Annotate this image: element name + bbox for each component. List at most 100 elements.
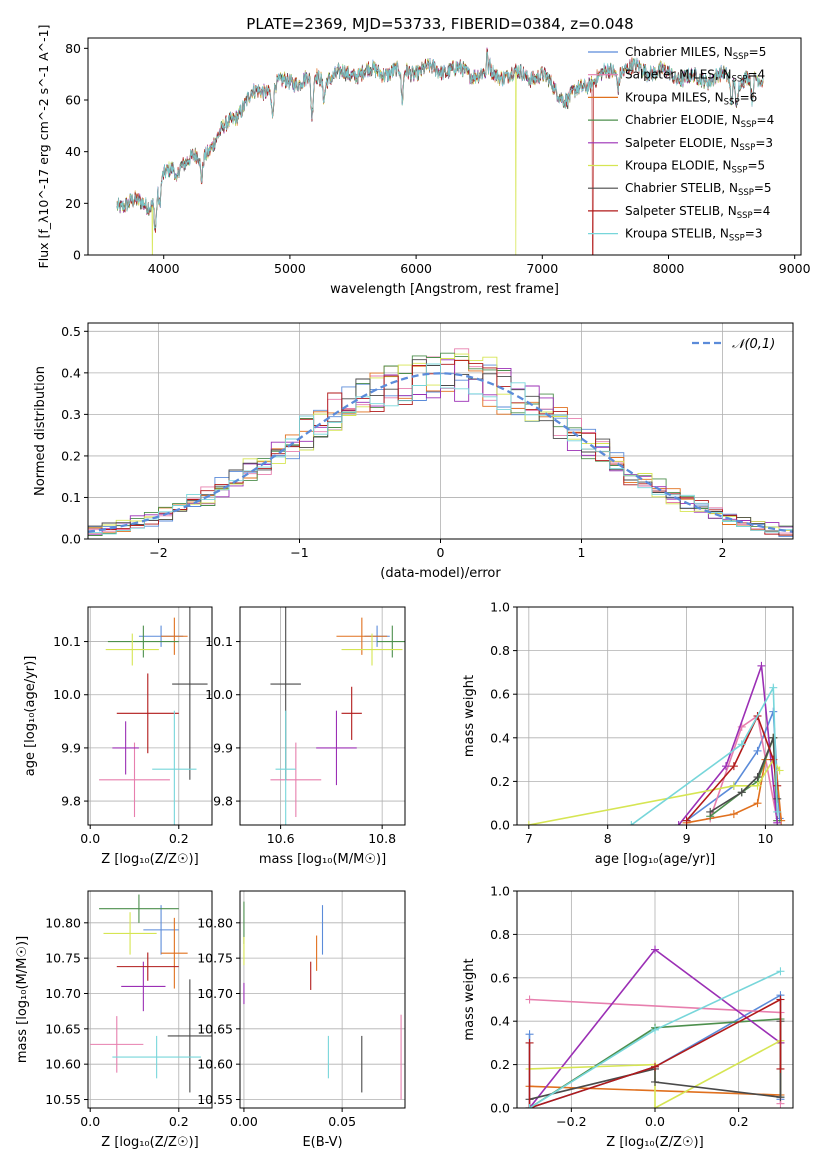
age-vs-mass-panel: 10.6 10.8 9.8 9.9 10.0 10.1 mass [log₁₀(M/M☉)] [205,606,406,867]
axes-frame [516,606,794,826]
weight-series-line [709,737,778,821]
x-tick-label: −0.2 [556,1114,586,1129]
x-tick-label: 10.8 [368,831,396,846]
x-tick-label: 0.0 [80,831,100,846]
y-axis-label: age [log₁₀(age/yr)] [23,656,38,777]
y-axis-label: Normed distribution [33,366,48,496]
x-tick-label: 5000 [274,261,306,276]
spectrum-series-group [116,47,764,255]
mass-weight-vs-Z-panel: −0.2 0.0 0.2 0.0 0.2 0.4 0.6 0.8 1.0 Z [log₁₀(Z/Z… [462,884,794,1150]
spectrum-legend: Chabrier MILES, NSSP=5 Salpeter MILES, NS… [588,45,774,244]
legend-entry-label: Kroupa MILES, NSSP=6 [625,90,757,107]
errorbar-group [243,901,402,1100]
y-tick-label: 10.0 [205,687,233,702]
weight-series-line [678,665,778,825]
residual-histogram-panel: −2 −1 0 1 2 0.0 0.1 0.2 0.3 0.4 0.5 (data-model)/er… [33,322,794,581]
y-tick-label: 0.8 [490,927,510,942]
y-tick-label: 0.0 [490,1101,510,1116]
axes-frame [239,606,406,826]
x-axis-label: age [log₁₀(age/yr)] [595,852,716,867]
y-tick-label: 10.80 [197,915,233,930]
histogram-series-step [88,363,793,535]
gaussian-curve [88,372,793,533]
y-tick-label: 0.0 [61,532,81,547]
y-tick-label: 10.55 [197,1092,233,1107]
legend-entry-label: Salpeter MILES, NSSP=4 [625,68,765,85]
errorbar-group [270,607,405,825]
x-axis-label: mass [log₁₀(M/M☉)] [259,852,386,867]
axes-frame [87,37,802,256]
x-axis-label: E(B-V) [302,1135,342,1150]
y-tick-label: 10.55 [45,1092,81,1107]
legend-entry-label: Salpeter ELODIE, NSSP=3 [625,136,773,153]
gaussian-legend-label: 𝒩(0,1) [732,337,775,352]
axes-frame [87,890,213,1109]
y-tick-label: 10.1 [53,634,81,649]
y-tick-label: 0.2 [490,774,510,789]
y-axis-label: Flux [f_λ10^-17 erg cm^-2 s^-1 A^-1] [36,25,51,269]
y-tick-label: 0.4 [490,1014,510,1029]
errorbar-group [99,607,208,825]
mass-vs-Z-panel: 0.0 0.2 10.55 10.60 10.65 10.70 10.75 10.80 Z [l… [15,890,213,1150]
x-tick-label: 0.05 [328,1114,356,1129]
y-tick-label: 10.60 [45,1057,81,1072]
axes-frame [87,606,213,826]
y-tick-label: 40 [65,144,81,159]
x-tick-label: 0.2 [169,1114,189,1129]
weight-series-line [529,1039,781,1108]
figure-title: PLATE=2369, MJD=53733, FIBERID=0384, z=0… [246,15,633,33]
y-tick-label: 10.80 [45,915,81,930]
x-tick-label: 0.2 [729,1114,749,1129]
y-tick-label: 0.5 [61,324,81,339]
y-tick-label: 0.1 [61,490,81,505]
x-tick-label: −2 [149,545,167,560]
weight-series-group [524,661,786,825]
weight-series-line [630,684,778,825]
y-tick-label: 0.0 [490,818,510,833]
x-tick-label: 1 [578,545,586,560]
weight-series-group [525,945,785,1108]
legend-entry-label: Kroupa ELODIE, NSSP=5 [625,159,765,176]
y-tick-label: 80 [65,41,81,56]
y-tick-label: 0.6 [490,687,510,702]
y-tick-label: 0.2 [61,448,81,463]
y-tick-label: 0 [73,248,81,263]
y-tick-label: 10.70 [197,986,233,1001]
y-tick-label: 9.8 [213,794,233,809]
x-tick-label: 8 [604,831,612,846]
y-tick-label: 10.60 [197,1057,233,1072]
y-axis-label: mass [log₁₀(M/M☉)] [15,936,30,1063]
x-tick-label: 4000 [148,261,180,276]
y-tick-label: 10.65 [45,1021,81,1036]
x-tick-label: 0.00 [230,1114,258,1129]
y-tick-label: 10.70 [45,986,81,1001]
y-tick-label: 0.2 [490,1057,510,1072]
y-tick-label: 0.8 [490,643,510,658]
x-tick-label: 6000 [400,261,432,276]
y-tick-label: 1.0 [490,884,510,899]
x-tick-label: 9 [683,831,691,846]
y-tick-label: 9.9 [61,740,81,755]
x-tick-label: −1 [290,545,308,560]
x-tick-label: 10.6 [267,831,295,846]
legend-entry-label: Chabrier STELIB, NSSP=5 [625,181,772,198]
y-axis-label: mass weight [462,958,477,1040]
y-tick-label: 0.6 [490,970,510,985]
spectrum-panel: 4000 5000 6000 7000 8000 9000 0 20 40 60 80 wavelen… [36,25,811,297]
y-tick-label: 10.75 [197,951,233,966]
y-tick-label: 10.0 [53,687,81,702]
mass-vs-ebv-panel: 0.00 0.05 10.55 10.60 10.65 10.70 10.75 10.80 E(… [197,890,406,1150]
y-tick-label: 9.9 [213,740,233,755]
x-axis-label: Z [log₁₀(Z/Z☉)] [101,1135,198,1150]
x-tick-label: 0 [437,545,445,560]
axes-frame [239,890,406,1109]
x-tick-label: 9000 [779,261,811,276]
histogram-series-group [88,348,793,539]
x-axis-label: (data-model)/error [380,566,501,581]
y-tick-label: 20 [65,196,81,211]
weight-series-line [709,737,778,813]
y-axis-label: mass weight [462,675,477,757]
x-tick-label: 0.2 [169,831,189,846]
legend-entry-label: Kroupa STELIB, NSSP=3 [625,227,763,244]
